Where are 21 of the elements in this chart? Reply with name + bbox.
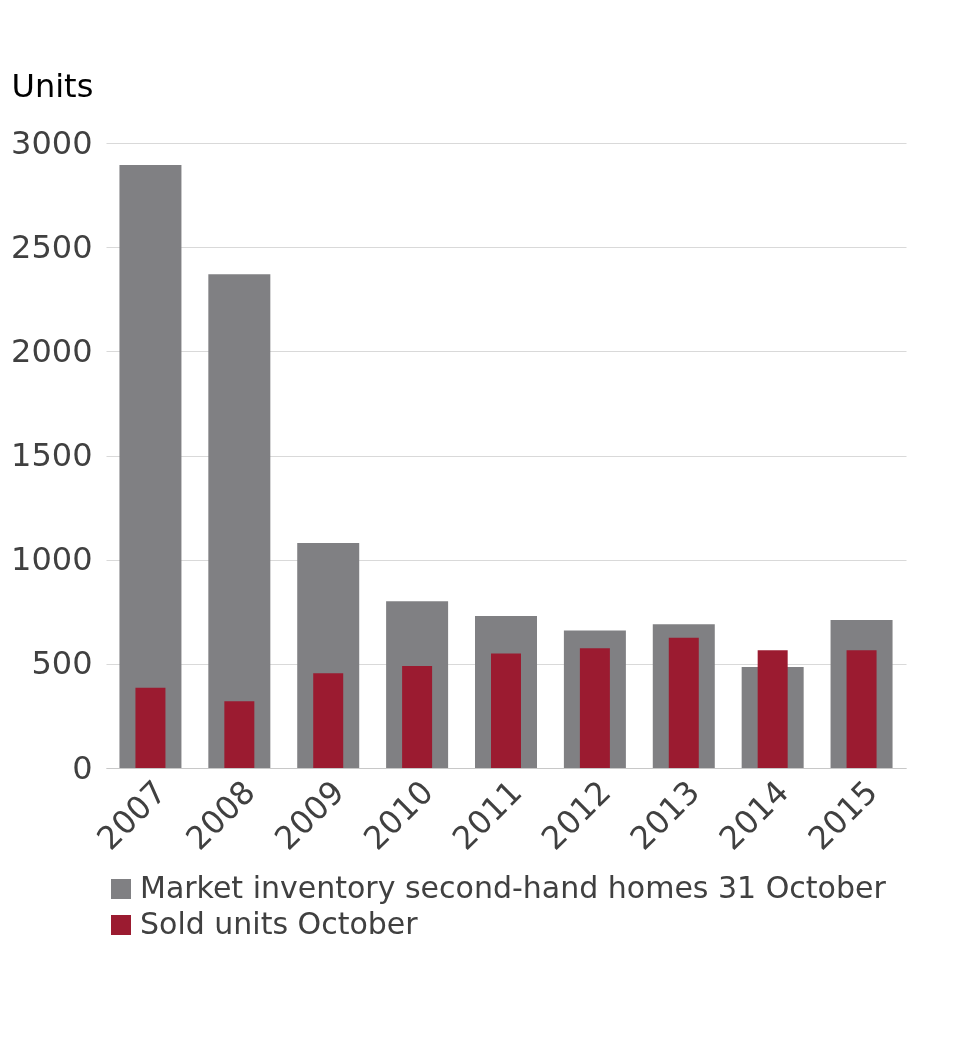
bar	[757, 650, 788, 768]
legend-label: Market inventory second-hand homes 31 October	[140, 870, 887, 905]
bar	[135, 687, 166, 768]
bar	[119, 164, 182, 768]
y-axis-title: Units	[11, 66, 94, 105]
y-tick-label: 0	[72, 748, 93, 787]
bar	[402, 665, 433, 768]
y-tick-label: 3000	[11, 123, 93, 162]
y-tick-label: 2000	[11, 331, 93, 370]
bar	[668, 637, 699, 768]
y-tick-label: 1500	[11, 436, 93, 474]
bar	[491, 653, 521, 768]
bar	[846, 650, 877, 768]
bar	[208, 274, 271, 768]
bar	[313, 673, 344, 768]
legend-label: Sold units October	[140, 906, 419, 941]
y-tick-label: 1000	[11, 540, 93, 579]
y-tick-label: 2500	[11, 227, 93, 266]
bar	[224, 701, 255, 768]
bar	[579, 648, 610, 768]
y-tick-label: 500	[31, 644, 93, 683]
